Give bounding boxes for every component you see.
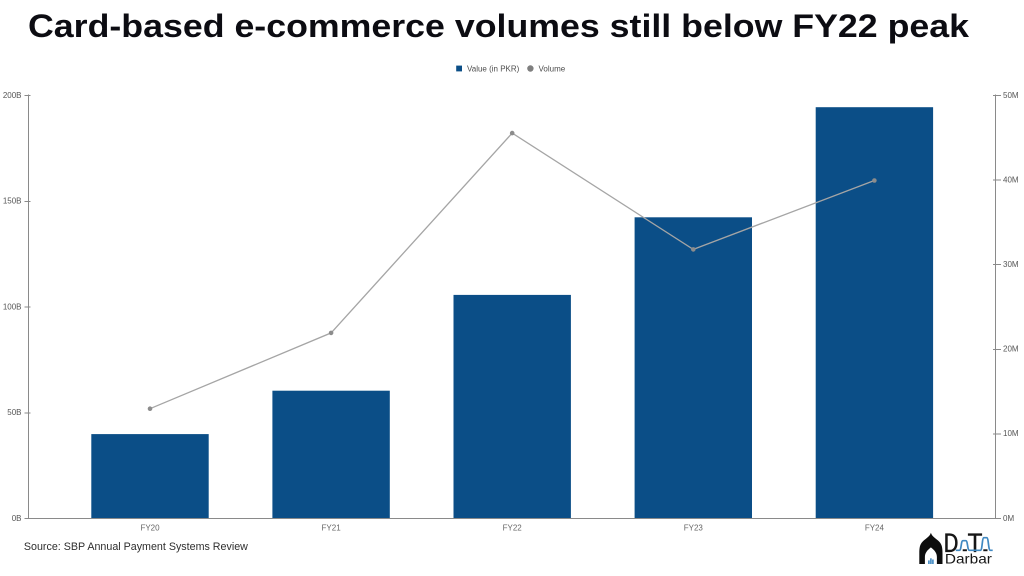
svg-text:FY20: FY20 bbox=[140, 524, 160, 533]
svg-text:FY24: FY24 bbox=[865, 524, 885, 533]
svg-text:Card-based e-commerce volumes: Card-based e-commerce volumes still belo… bbox=[28, 8, 969, 44]
svg-text:150B: 150B bbox=[3, 197, 22, 206]
svg-text:Volume: Volume bbox=[539, 64, 566, 73]
svg-text:40M: 40M bbox=[1003, 175, 1019, 184]
svg-text:50M: 50M bbox=[1003, 91, 1019, 100]
svg-text:Darbar: Darbar bbox=[945, 550, 992, 566]
svg-text:10M: 10M bbox=[1003, 429, 1019, 438]
svg-text:200B: 200B bbox=[3, 91, 22, 100]
svg-text:50B: 50B bbox=[7, 408, 21, 417]
svg-text:Value (in PKR): Value (in PKR) bbox=[467, 64, 520, 73]
svg-text:0M: 0M bbox=[1003, 514, 1014, 523]
svg-text:0B: 0B bbox=[12, 514, 22, 523]
svg-text:Source: SBP Annual Payment Sys: Source: SBP Annual Payment Systems Revie… bbox=[24, 541, 248, 553]
svg-text:FY22: FY22 bbox=[503, 524, 523, 533]
svg-text:FY23: FY23 bbox=[684, 524, 704, 533]
svg-text:20M: 20M bbox=[1003, 345, 1019, 354]
svg-text:100B: 100B bbox=[3, 302, 22, 311]
svg-text:30M: 30M bbox=[1003, 260, 1019, 269]
svg-text:FY21: FY21 bbox=[322, 524, 342, 533]
